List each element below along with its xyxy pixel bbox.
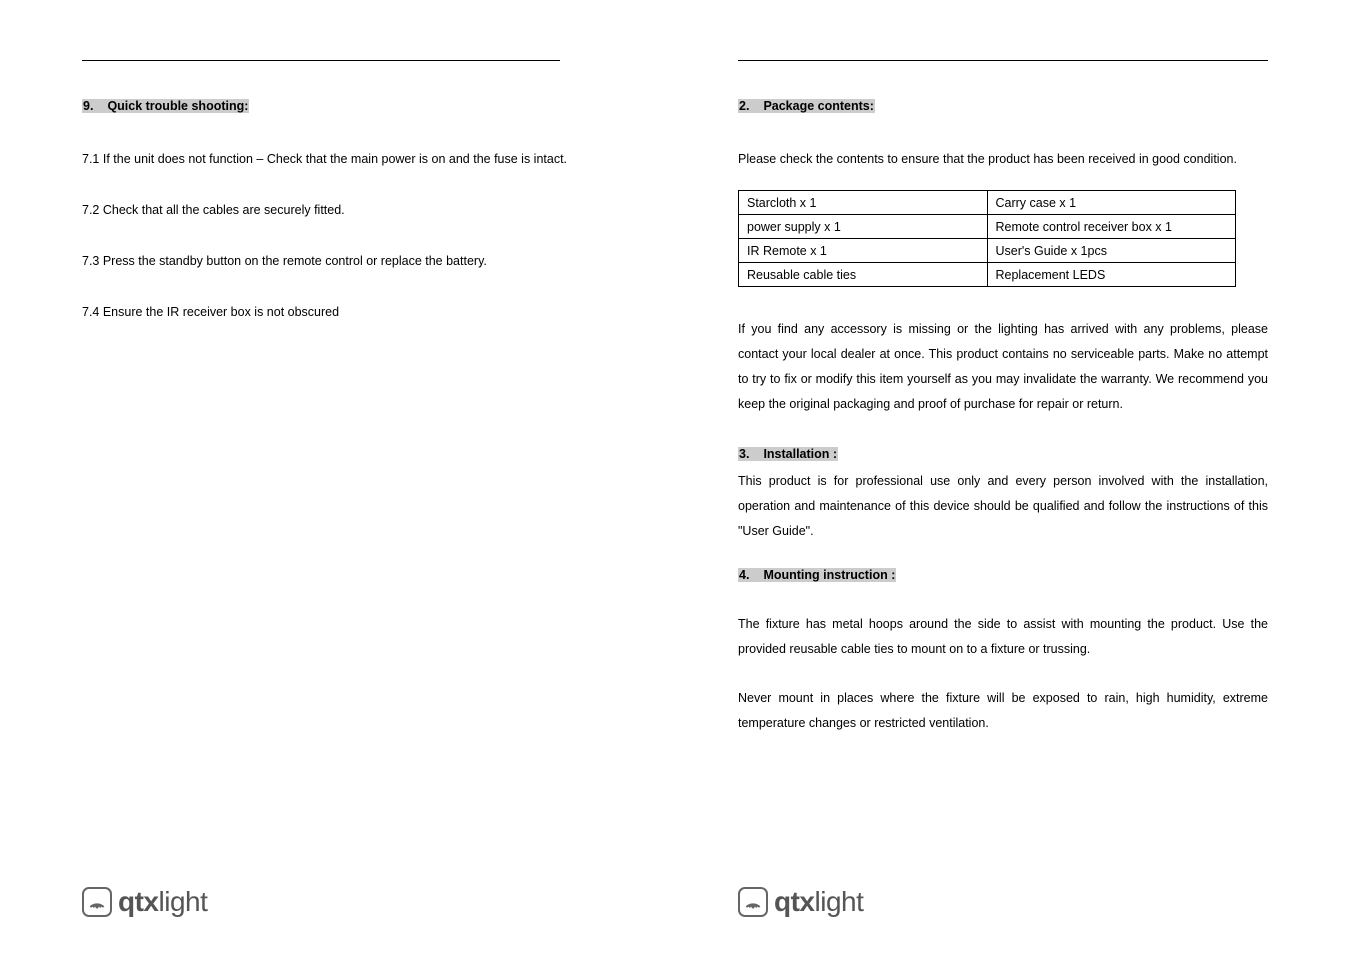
divider (82, 60, 560, 61)
section-number: 2. (739, 99, 749, 113)
table-cell: Reusable cable ties (739, 263, 988, 287)
section-title: Installation : (763, 447, 837, 461)
table-cell: Remote control receiver box x 1 (987, 215, 1236, 239)
section-title: Package contents: (763, 99, 873, 113)
troubleshoot-item-1: 7.1 If the unit does not function – Chec… (82, 147, 672, 172)
divider (738, 60, 1268, 61)
section-heading-9: 9. Quick trouble shooting: (82, 99, 672, 113)
left-page: 9. Quick trouble shooting: 7.1 If the uni… (82, 60, 672, 325)
section-title: Quick trouble shooting: (107, 99, 248, 113)
table-cell: Replacement LEDS (987, 263, 1236, 287)
package-intro: Please check the contents to ensure that… (738, 147, 1268, 172)
section-heading-4: 4. Mounting instruction : (738, 568, 1328, 582)
wifi-arc-icon (743, 892, 763, 912)
brand-icon (738, 887, 768, 917)
package-contents-table: Starcloth x 1 Carry case x 1 power suppl… (738, 190, 1236, 287)
table-cell: IR Remote x 1 (739, 239, 988, 263)
brand-bold: qtx (118, 886, 159, 917)
section-number: 3. (739, 447, 749, 461)
section-number: 9. (83, 99, 93, 113)
brand-icon (82, 887, 112, 917)
right-page: 2. Package contents: Please check the con… (738, 60, 1328, 736)
wifi-arc-icon (87, 892, 107, 912)
brand-light: light (815, 886, 864, 917)
table-cell: Carry case x 1 (987, 191, 1236, 215)
brand-logo: qtxlight (82, 886, 207, 918)
troubleshoot-item-4: 7.4 Ensure the IR receiver box is not ob… (82, 300, 672, 325)
brand-light: light (159, 886, 208, 917)
mounting-p2: Never mount in places where the fixture … (738, 686, 1268, 736)
section-heading-3: 3. Installation : (738, 447, 1328, 461)
section-number: 4. (739, 568, 749, 582)
installation-body: This product is for professional use onl… (738, 469, 1268, 544)
brand-bold: qtx (774, 886, 815, 917)
table-cell: User's Guide x 1pcs (987, 239, 1236, 263)
mounting-p1: The fixture has metal hoops around the s… (738, 612, 1268, 662)
brand-logo: qtxlight (738, 886, 863, 918)
package-note: If you find any accessory is missing or … (738, 317, 1268, 417)
section-heading-2: 2. Package contents: (738, 99, 1328, 113)
table-cell: Starcloth x 1 (739, 191, 988, 215)
troubleshoot-item-2: 7.2 Check that all the cables are secure… (82, 198, 672, 223)
table-row: power supply x 1 Remote control receiver… (739, 215, 1236, 239)
table-row: IR Remote x 1 User's Guide x 1pcs (739, 239, 1236, 263)
table-row: Starcloth x 1 Carry case x 1 (739, 191, 1236, 215)
section-title: Mounting instruction : (763, 568, 895, 582)
troubleshoot-item-3: 7.3 Press the standby button on the remo… (82, 249, 672, 274)
table-row: Reusable cable ties Replacement LEDS (739, 263, 1236, 287)
brand-text: qtxlight (118, 886, 207, 918)
table-cell: power supply x 1 (739, 215, 988, 239)
brand-text: qtxlight (774, 886, 863, 918)
